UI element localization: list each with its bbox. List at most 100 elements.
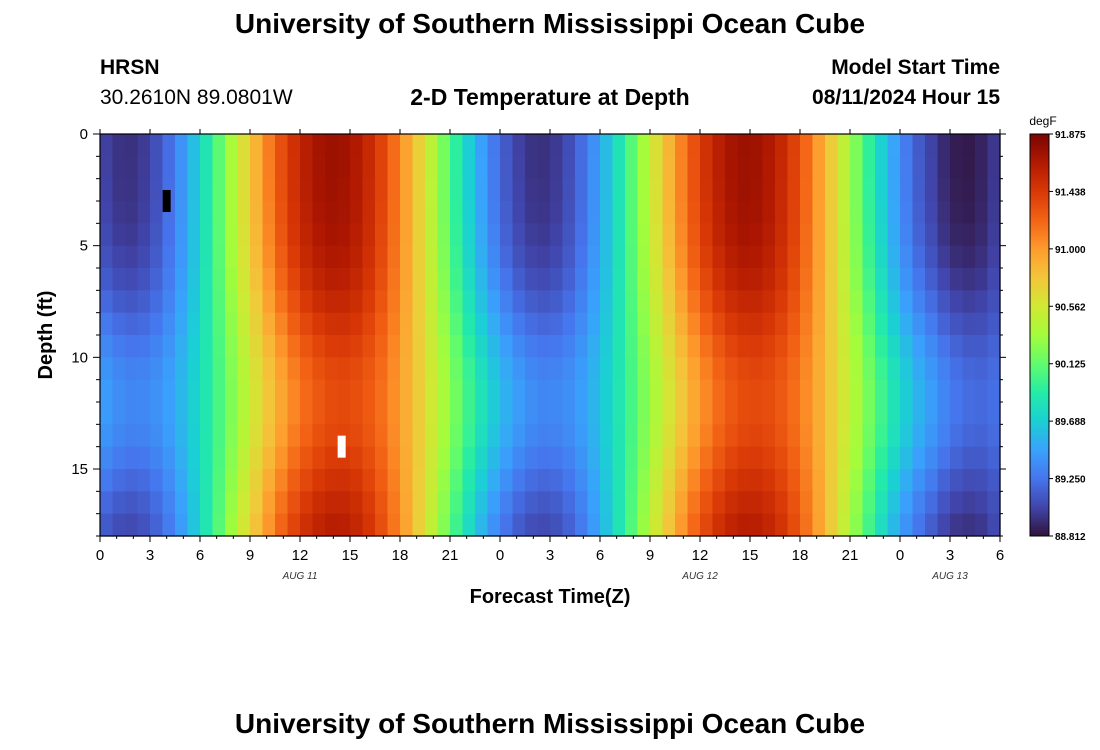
- heatmap-cell: [187, 245, 201, 269]
- heatmap-cell: [862, 156, 876, 180]
- heatmap-cell: [675, 290, 689, 314]
- heatmap-cell: [687, 223, 701, 247]
- heatmap-cell: [112, 134, 126, 157]
- heatmap-cell: [712, 379, 726, 403]
- heatmap-cell: [600, 424, 614, 448]
- heatmap-cell: [162, 335, 176, 358]
- heatmap-cell: [625, 201, 639, 224]
- heatmap-cell: [525, 491, 539, 515]
- chart-markers: [162, 190, 346, 458]
- heatmap-cell: [762, 491, 776, 515]
- heatmap-cell: [400, 245, 414, 269]
- heatmap-cell: [525, 513, 539, 537]
- heatmap-cell: [187, 268, 201, 291]
- heatmap-cell: [125, 312, 139, 336]
- heatmap-cell: [925, 424, 939, 448]
- heatmap-cell: [525, 446, 539, 470]
- heatmap-cell: [725, 513, 739, 537]
- heatmap-cell: [362, 178, 376, 202]
- heatmap-cell: [212, 402, 226, 425]
- heatmap-cell: [525, 312, 539, 336]
- heatmap-cell: [400, 335, 414, 358]
- heatmap-cell: [437, 201, 451, 224]
- heatmap-cell: [675, 335, 689, 358]
- heatmap-cell: [787, 357, 801, 381]
- heatmap-cell: [400, 290, 414, 314]
- heatmap-cell: [137, 424, 151, 448]
- heatmap-cell: [225, 424, 239, 448]
- heatmap-cell: [950, 156, 964, 180]
- heatmap-cell: [137, 379, 151, 403]
- heatmap-cell: [625, 178, 639, 202]
- heatmap-cell: [212, 156, 226, 180]
- heatmap-cell: [812, 201, 826, 224]
- heatmap-cell: [850, 469, 864, 492]
- heatmap-cell: [487, 245, 501, 269]
- heatmap-cell: [425, 290, 439, 314]
- heatmap-cell: [662, 335, 676, 358]
- heatmap-cell: [837, 312, 851, 336]
- heatmap-cell: [700, 312, 714, 336]
- heatmap-cell: [975, 469, 989, 492]
- heatmap-cell: [300, 268, 314, 291]
- heatmap-cell: [612, 245, 626, 269]
- heatmap-cell: [362, 335, 376, 358]
- x-tick-label: 6: [196, 547, 204, 564]
- heatmap-cell: [662, 357, 676, 381]
- heatmap-cell: [800, 379, 814, 403]
- heatmap-cell: [275, 245, 289, 269]
- heatmap-cell: [425, 446, 439, 470]
- heatmap-cell: [862, 335, 876, 358]
- heatmap-cell: [712, 424, 726, 448]
- heatmap-cell: [387, 335, 401, 358]
- heatmap-cell: [612, 312, 626, 336]
- heatmap-cell: [512, 268, 526, 291]
- heatmap-cell: [700, 424, 714, 448]
- heatmap-cell: [787, 402, 801, 425]
- heatmap-cell: [400, 402, 414, 425]
- heatmap-cell: [550, 245, 564, 269]
- heatmap-cell: [512, 402, 526, 425]
- heatmap-cell: [475, 446, 489, 470]
- heatmap-cell: [762, 357, 776, 381]
- heatmap-cell: [412, 402, 426, 425]
- heatmap-cell: [837, 402, 851, 425]
- heatmap-cell: [262, 491, 276, 515]
- heatmap-cell: [675, 134, 689, 157]
- heatmap-cell: [750, 156, 764, 180]
- heatmap-cell: [300, 424, 314, 448]
- heatmap-cell: [862, 201, 876, 224]
- heatmap-cell: [687, 178, 701, 202]
- heatmap-cell: [725, 223, 739, 247]
- heatmap-cell: [200, 178, 214, 202]
- heatmap-cell: [500, 335, 514, 358]
- heatmap-cell: [312, 178, 326, 202]
- heatmap-cell: [550, 178, 564, 202]
- heatmap-cell: [837, 357, 851, 381]
- heatmap-cell: [962, 446, 976, 470]
- heatmap-cell: [600, 268, 614, 291]
- heatmap-cell: [462, 134, 476, 157]
- heatmap-cell: [687, 379, 701, 403]
- heatmap-cell: [187, 134, 201, 157]
- heatmap-cell: [225, 290, 239, 314]
- heatmap-cell: [162, 268, 176, 291]
- heatmap-cell: [225, 223, 239, 247]
- heatmap-cell: [562, 469, 576, 492]
- heatmap-cell: [200, 335, 214, 358]
- heatmap-cell: [637, 312, 651, 336]
- heatmap-cell: [175, 335, 189, 358]
- heatmap-cell: [150, 491, 164, 515]
- heatmap-cell: [350, 290, 364, 314]
- heatmap-cell: [387, 312, 401, 336]
- heatmap-cell: [625, 446, 639, 470]
- heatmap-cell: [275, 312, 289, 336]
- heatmap-cell: [237, 201, 251, 224]
- heatmap-cell: [612, 357, 626, 381]
- heatmap-cell: [700, 469, 714, 492]
- heatmap-cell: [400, 312, 414, 336]
- heatmap-cell: [525, 223, 539, 247]
- heatmap-cell: [562, 156, 576, 180]
- heatmap-cell: [637, 424, 651, 448]
- heatmap-cell: [587, 357, 601, 381]
